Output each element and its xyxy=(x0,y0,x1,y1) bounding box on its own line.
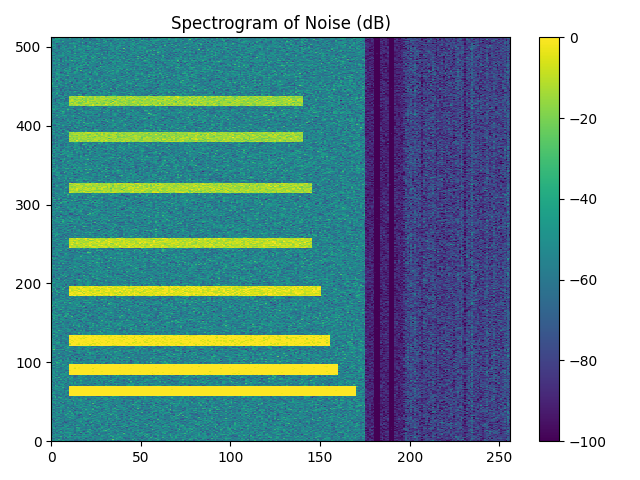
Title: Spectrogram of Noise (dB): Spectrogram of Noise (dB) xyxy=(171,15,390,33)
